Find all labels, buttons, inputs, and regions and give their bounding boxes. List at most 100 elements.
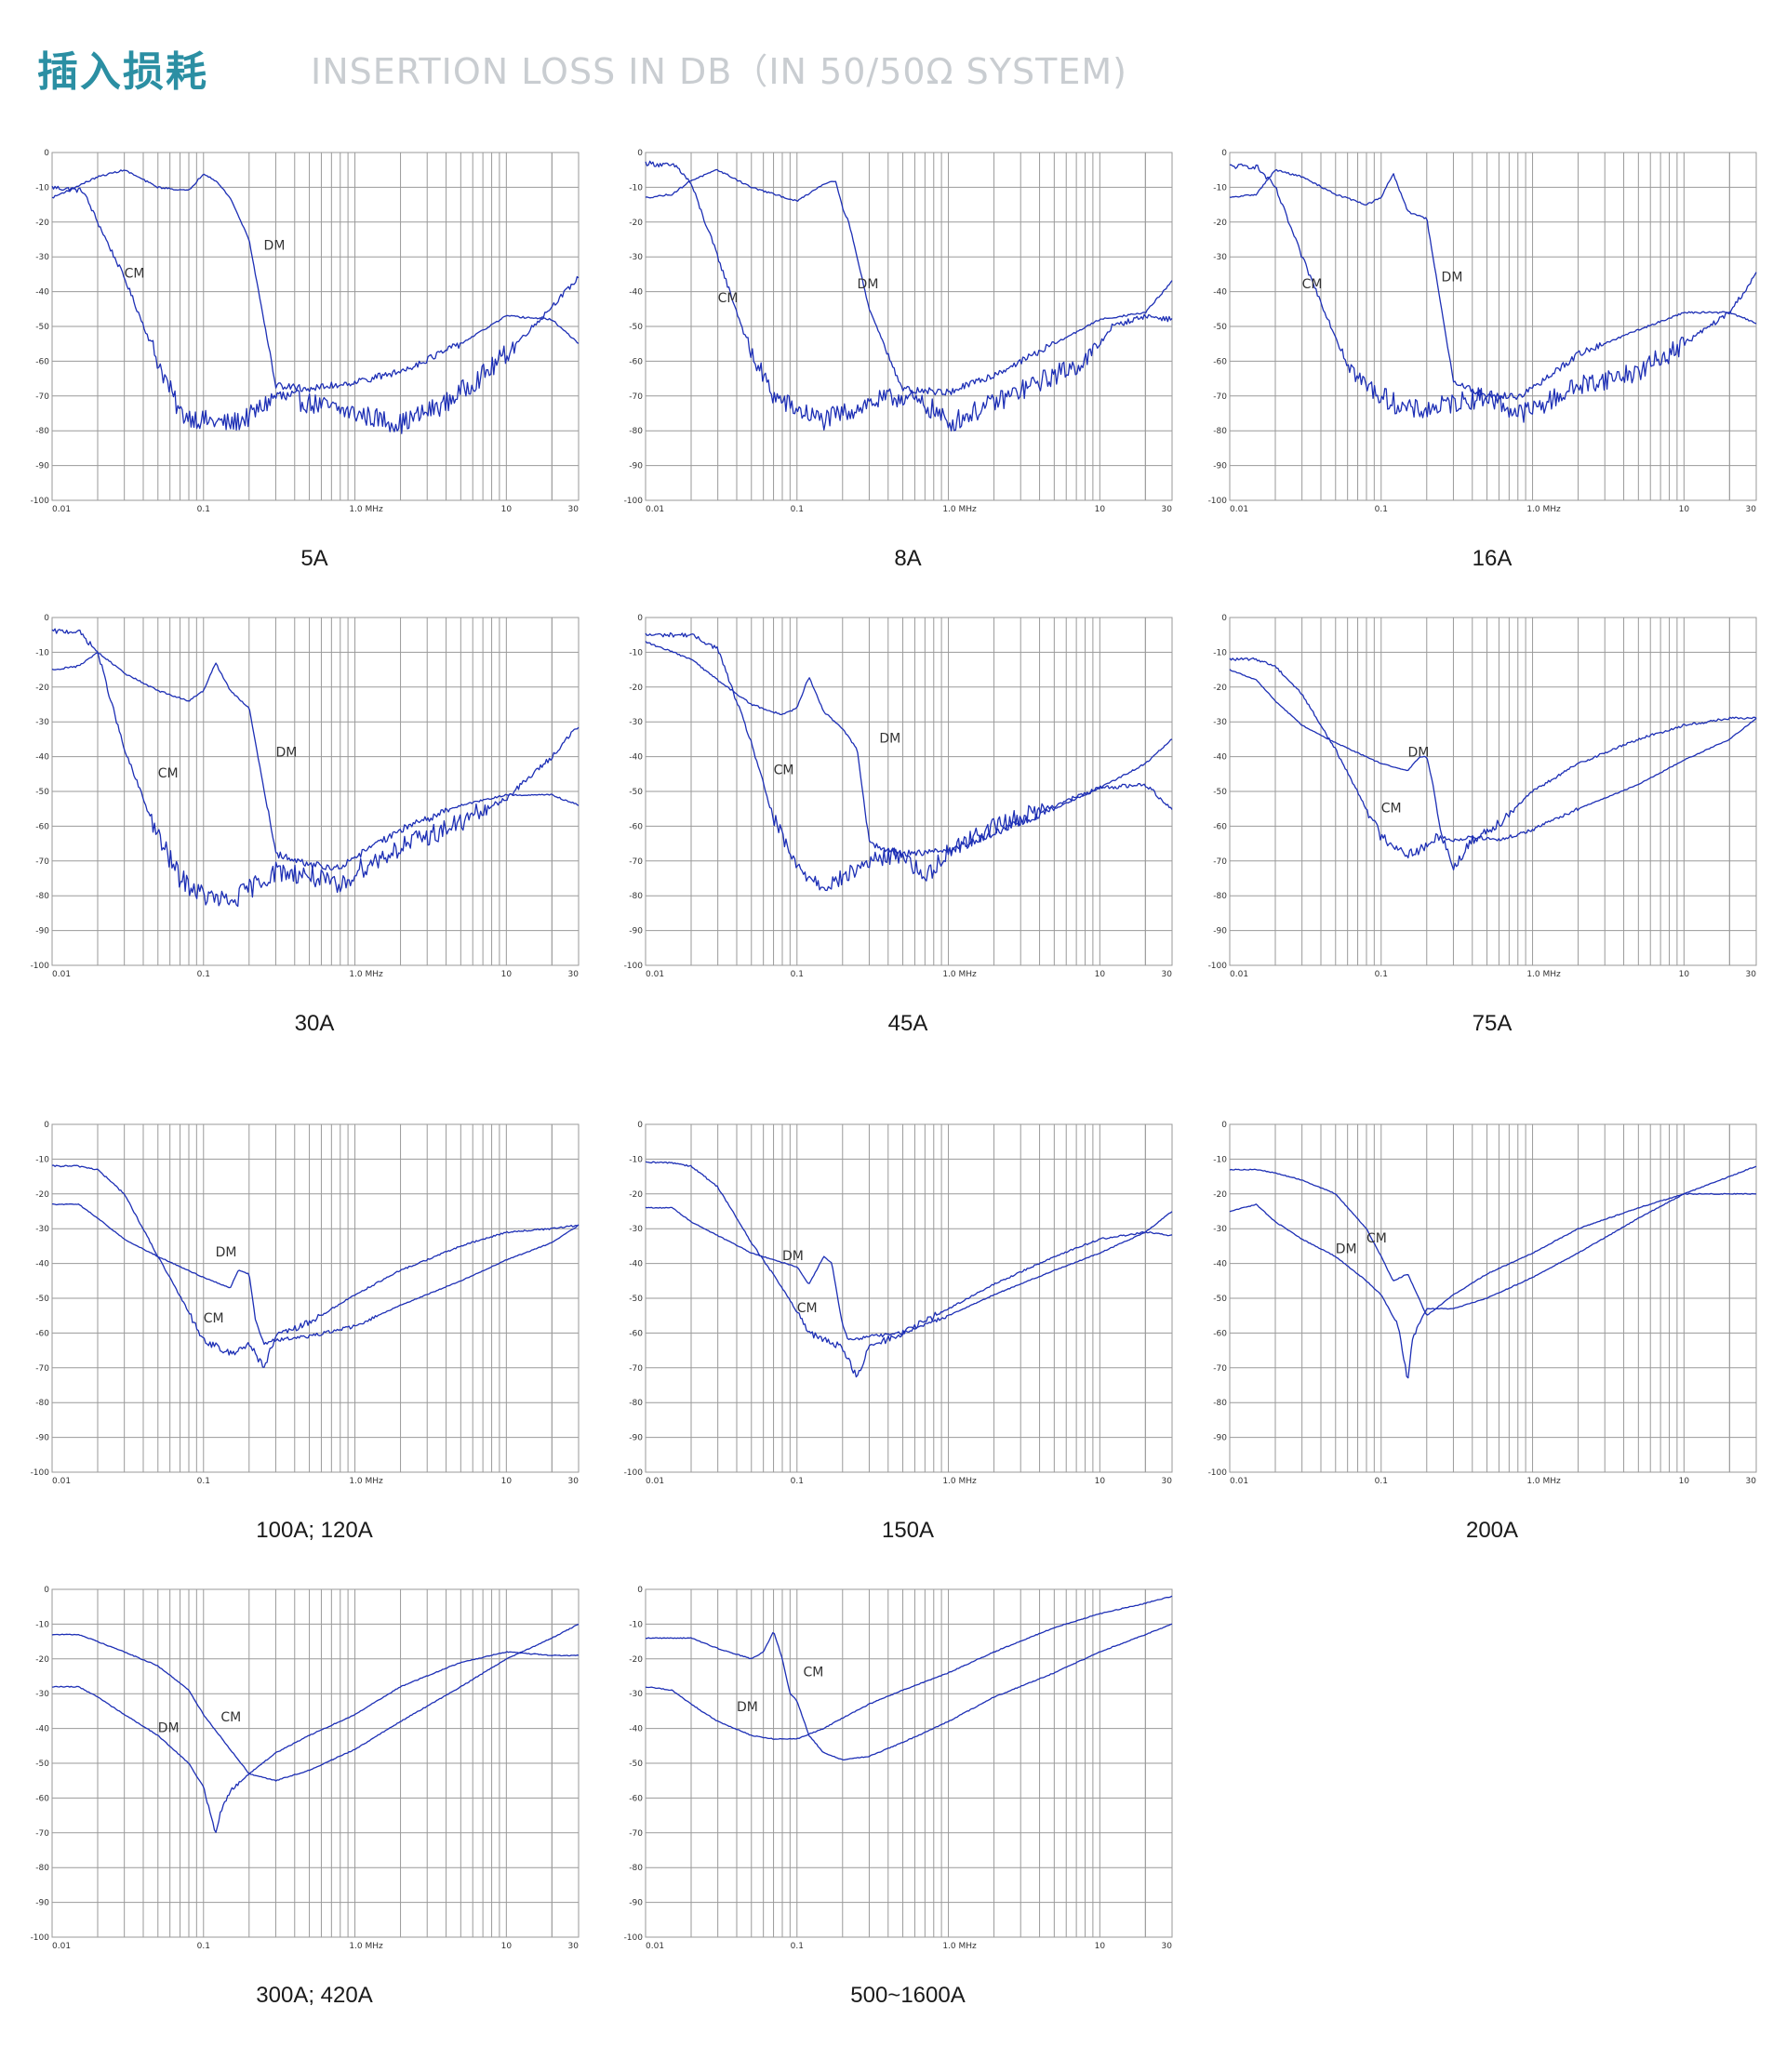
y-tick-label: -50 bbox=[35, 788, 49, 797]
y-tick-label: -60 bbox=[35, 1329, 49, 1338]
y-tick-label: -70 bbox=[629, 392, 643, 402]
chart-panel: 0 -10 -20 -30 -40 -50 -60 -70 -80 -90 -100 0.01 0.1 1… bbox=[1208, 149, 1762, 571]
y-tick-label: -60 bbox=[629, 1329, 643, 1338]
series-line-dm bbox=[51, 1202, 580, 1346]
chart-panel: 0 -10 -20 -30 -40 -50 -60 -70 -80 -90 -100 0.01 0.1 1… bbox=[624, 149, 1178, 571]
series-line-dm bbox=[645, 1595, 1173, 1740]
series-line-cm bbox=[51, 1164, 580, 1368]
x-tick-label: 0.1 bbox=[1375, 1477, 1388, 1486]
y-tick-label: -80 bbox=[629, 1399, 643, 1408]
chart-panel: 0 -10 -20 -30 -40 -50 -60 -70 -80 -90 -100 0.01 0.1 1… bbox=[31, 1586, 584, 2008]
y-tick-label: -90 bbox=[35, 927, 49, 936]
x-tick-label: 0.01 bbox=[1230, 505, 1248, 514]
y-tick-label: -80 bbox=[35, 1399, 49, 1408]
x-tick-label: 10 bbox=[501, 505, 513, 514]
y-tick-label: -80 bbox=[1213, 892, 1227, 901]
series-label: DM bbox=[858, 277, 879, 292]
x-tick-label: 1.0 MHz bbox=[942, 1942, 977, 1951]
y-tick-label: -50 bbox=[35, 1295, 49, 1304]
series-line-dm bbox=[51, 652, 580, 871]
x-tick-label: 1.0 MHz bbox=[1526, 1477, 1561, 1486]
chart-caption: 500~1600A bbox=[850, 1983, 966, 2008]
y-tick-label: -40 bbox=[1213, 1260, 1227, 1269]
series-line-cm bbox=[645, 160, 1173, 432]
series-label: CM bbox=[1302, 277, 1323, 292]
y-tick-label: -20 bbox=[35, 684, 49, 693]
y-tick-label: -40 bbox=[35, 1260, 49, 1269]
chart-caption: 200A bbox=[1465, 1518, 1519, 1543]
x-tick-label: 0.01 bbox=[646, 505, 664, 514]
y-tick-label: -30 bbox=[35, 1690, 49, 1699]
x-tick-label: 30 bbox=[568, 1942, 580, 1951]
series-line-dm bbox=[51, 169, 580, 392]
y-tick-label: -30 bbox=[1213, 1225, 1227, 1234]
y-tick-label: -100 bbox=[624, 1468, 644, 1478]
y-tick-label: -40 bbox=[629, 288, 643, 298]
y-tick-label: -70 bbox=[1213, 1364, 1227, 1374]
y-tick-label: -90 bbox=[35, 1899, 49, 1908]
x-tick-label: 0.01 bbox=[52, 970, 71, 979]
y-tick-label: -70 bbox=[35, 1364, 49, 1374]
y-tick-label: -40 bbox=[35, 288, 49, 298]
series-line-cm bbox=[645, 1161, 1173, 1378]
y-tick-label: -30 bbox=[629, 1225, 643, 1234]
series-line-dm bbox=[1229, 669, 1757, 843]
series-line-dm bbox=[1229, 1192, 1757, 1379]
y-tick-label: -10 bbox=[1213, 183, 1227, 193]
y-tick-label: -70 bbox=[35, 392, 49, 402]
y-tick-label: -90 bbox=[1213, 927, 1227, 936]
x-tick-label: 10 bbox=[1679, 970, 1690, 979]
chart-panel: 0 -10 -20 -30 -40 -50 -60 -70 -80 -90 -100 0.01 0.1 1… bbox=[31, 1121, 584, 1543]
y-tick-label: -40 bbox=[35, 753, 49, 763]
series-label: DM bbox=[158, 1720, 180, 1735]
series-label: CM bbox=[158, 766, 179, 781]
x-tick-label: 0.01 bbox=[52, 505, 71, 514]
series-label: DM bbox=[737, 1700, 758, 1715]
y-tick-label: -100 bbox=[1208, 497, 1228, 506]
y-tick-label: 0 bbox=[44, 149, 49, 158]
y-tick-label: -20 bbox=[1213, 219, 1227, 228]
y-tick-label: -80 bbox=[1213, 427, 1227, 436]
y-tick-label: -40 bbox=[35, 1725, 49, 1734]
x-tick-label: 1.0 MHz bbox=[349, 1942, 383, 1951]
series-label: CM bbox=[1381, 801, 1402, 816]
y-tick-label: -90 bbox=[1213, 462, 1227, 472]
chart-caption: 8A bbox=[894, 546, 922, 571]
y-tick-label: -10 bbox=[629, 1155, 643, 1164]
x-tick-label: 30 bbox=[568, 1477, 580, 1486]
y-tick-label: -40 bbox=[1213, 753, 1227, 763]
y-tick-label: -20 bbox=[35, 1655, 49, 1665]
x-tick-label: 10 bbox=[501, 970, 513, 979]
x-tick-label: 0.01 bbox=[646, 970, 664, 979]
chart-panel: 0 -10 -20 -30 -40 -50 -60 -70 -80 -90 -100 0.01 0.1 1… bbox=[31, 614, 584, 1036]
y-tick-label: -20 bbox=[629, 684, 643, 693]
y-tick-label: -40 bbox=[1213, 288, 1227, 298]
x-tick-label: 1.0 MHz bbox=[942, 505, 977, 514]
y-tick-label: -20 bbox=[35, 1190, 49, 1200]
y-tick-label: -20 bbox=[1213, 684, 1227, 693]
y-tick-label: -40 bbox=[629, 1725, 643, 1734]
x-tick-label: 1.0 MHz bbox=[942, 1477, 977, 1486]
y-tick-label: -60 bbox=[1213, 1329, 1227, 1338]
y-tick-label: -10 bbox=[35, 1155, 49, 1164]
x-tick-label: 0.1 bbox=[791, 1477, 804, 1486]
chart-caption: 5A bbox=[300, 546, 328, 571]
x-tick-label: 0.1 bbox=[791, 1942, 804, 1951]
y-tick-label: -10 bbox=[35, 183, 49, 193]
y-tick-label: -30 bbox=[35, 253, 49, 262]
series-line-dm bbox=[645, 641, 1173, 857]
x-tick-label: 10 bbox=[1679, 505, 1690, 514]
chart-panel: 0 -10 -20 -30 -40 -50 -60 -70 -80 -90 -100 0.01 0.1 1… bbox=[624, 1121, 1178, 1543]
chart-panel: 0 -10 -20 -30 -40 -50 -60 -70 -80 -90 -100 0.01 0.1 1… bbox=[624, 614, 1178, 1036]
x-tick-label: 0.01 bbox=[1230, 1477, 1248, 1486]
y-tick-label: -30 bbox=[629, 718, 643, 727]
y-tick-label: -100 bbox=[31, 962, 50, 971]
x-tick-label: 0.1 bbox=[197, 970, 210, 979]
chart-panel: 0 -10 -20 -30 -40 -50 -60 -70 -80 -90 -100 0.01 0.1 1… bbox=[1208, 614, 1762, 1036]
y-tick-label: 0 bbox=[637, 1586, 643, 1595]
x-tick-label: 1.0 MHz bbox=[349, 970, 383, 979]
